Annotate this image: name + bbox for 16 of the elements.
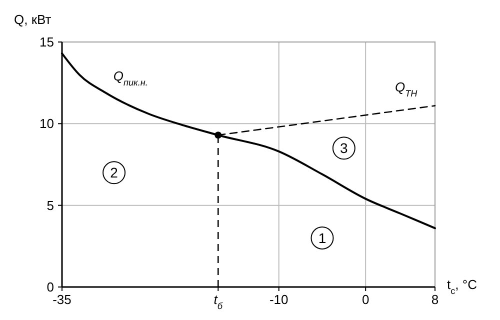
series-label: Q$_{пик.н.}$: [113, 68, 148, 88]
x-axis-title: t$_{с}$, °C: [447, 277, 477, 296]
x-tick-label: 0: [362, 292, 370, 307]
x-tick-label: -35: [52, 292, 72, 307]
x-tick-label: t$_{б}$: [214, 292, 224, 311]
y-tick-label: 15: [40, 34, 54, 50]
y-tick-label: 5: [46, 198, 54, 213]
annotation: 2: [110, 164, 118, 181]
annotation: 1: [318, 230, 326, 246]
annotation: 3: [340, 140, 348, 156]
y-tick-label: 10: [40, 116, 54, 132]
x-tick-label: 8: [431, 292, 439, 307]
y-axis-title: Q, кВт: [14, 12, 52, 27]
y-tick-label: 0: [46, 280, 54, 294]
series-label: Q$_{TH}$: [395, 80, 418, 99]
x-tick-label: -10: [269, 292, 288, 307]
